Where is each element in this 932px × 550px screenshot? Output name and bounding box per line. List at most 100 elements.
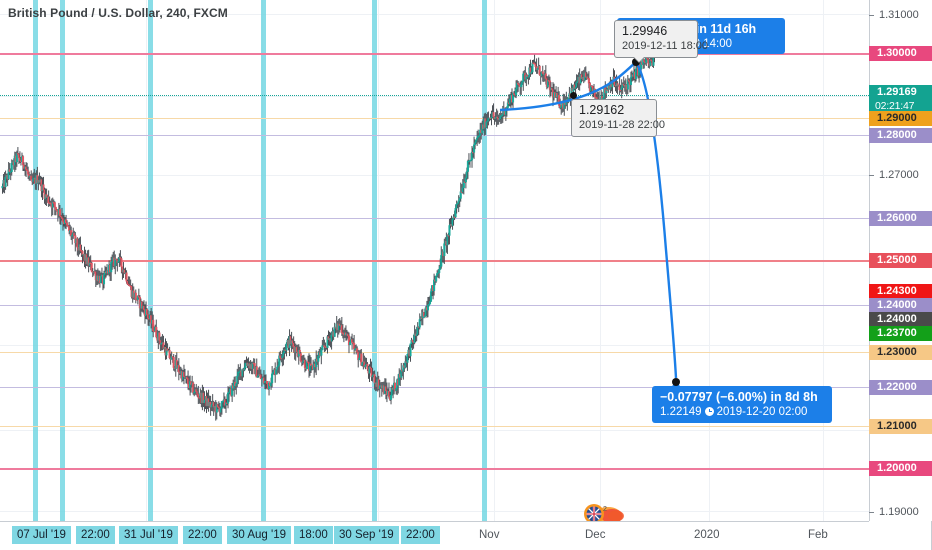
price-axis-label-1-29000[interactable]: 1.29000	[869, 111, 932, 126]
axis-tick-mark	[869, 291, 874, 292]
axis-tick-mark	[869, 53, 874, 54]
price-axis-label-text: 1.22000	[877, 381, 917, 393]
tooltip-time: 2019-11-28 22:00	[579, 119, 666, 131]
price-axis-label-1-24300[interactable]: 1.24300	[869, 284, 932, 299]
price-axis-label-1-24000[interactable]: 1.24000	[869, 312, 932, 327]
axis-tick-mark	[869, 352, 874, 353]
time-axis[interactable]: 07 Jul '19 22:00 31 Jul '19 22:00 30 Aug '19…	[0, 521, 932, 550]
measure-label-bottom[interactable]: −0.07797 (−6.00%) in 8d 8h 1.22149 2019-1…	[652, 386, 832, 423]
price-axis-label-text: 1.23700	[877, 327, 917, 339]
gridline-horizontal	[0, 345, 869, 346]
price-line-1-30000[interactable]	[0, 53, 869, 55]
price-axis-label-text: 1.27000	[879, 169, 919, 181]
gbp-flag-watermark-icon: 2	[584, 504, 624, 521]
axis-tick-mark	[869, 135, 874, 136]
price-axis-label-1-24000[interactable]: 1.24000	[869, 298, 932, 313]
axis-tick-mark	[869, 333, 874, 334]
gridline-horizontal	[0, 14, 869, 15]
axis-tick-mark	[869, 319, 874, 320]
price-axis-label-text: 1.19000	[879, 506, 919, 518]
price-line-1-22000[interactable]	[0, 387, 869, 388]
price-axis-label-1-28000[interactable]: 1.28000	[869, 128, 932, 143]
clock-icon	[704, 407, 714, 416]
price-axis-label-text: 1.23000	[877, 346, 917, 358]
price-axis-label-1-29169[interactable]: 1.29169	[869, 85, 932, 100]
price-line-1-25000[interactable]	[0, 260, 869, 262]
price-axis-label-text: 1.20000	[877, 462, 917, 474]
axis-tick-mark	[869, 15, 874, 16]
price-line-1-24000[interactable]	[0, 305, 869, 306]
time-axis-label[interactable]: 30 Sep '19	[334, 526, 399, 544]
price-axis-label-text: 1.29169	[877, 86, 917, 98]
axis-tick-mark	[869, 118, 874, 119]
gridline-horizontal	[0, 175, 869, 176]
price-axis-label-text: 1.31000	[879, 9, 919, 21]
tooltip-time: 2019-12-11 18:00	[622, 40, 709, 52]
measure-bottom-time: 2019-12-20 02:00	[716, 406, 808, 418]
price-axis-label-text: 1.28000	[877, 129, 917, 141]
time-axis-label[interactable]: 2020	[694, 529, 720, 541]
last-price-countdown: 02:21:47	[869, 100, 932, 113]
time-axis-label[interactable]: 18:00	[294, 526, 333, 544]
time-axis-label[interactable]: 22:00	[401, 526, 440, 544]
price-axis-label-text: 1.21000	[877, 420, 917, 432]
time-axis-label[interactable]: Dec	[585, 529, 606, 541]
price-line-1-26000[interactable]	[0, 218, 869, 219]
price-axis-label-1-21000[interactable]: 1.21000	[869, 419, 932, 434]
price-line-1-29169-last[interactable]	[0, 95, 869, 96]
price-axis-label-text: 1.24300	[877, 285, 917, 297]
price-line-1-21000[interactable]	[0, 426, 869, 427]
price-axis-label-text: 1.24000	[877, 313, 917, 325]
price-axis-label-text: 1.24000	[877, 299, 917, 311]
candlestick-series	[1, 47, 656, 421]
axis-tick-mark	[869, 175, 874, 176]
price-axis-label-1-30000[interactable]: 1.30000	[869, 46, 932, 61]
price-line-1-20000[interactable]	[0, 468, 869, 470]
time-axis-label[interactable]: Feb	[808, 529, 828, 541]
time-axis-label[interactable]: 31 Jul '19	[119, 526, 178, 544]
price-axis-label-1-23700[interactable]: 1.23700	[869, 326, 932, 341]
price-axis-label-1-25000[interactable]: 1.25000	[869, 253, 932, 268]
price-line-1-29000[interactable]	[0, 118, 869, 119]
price-axis-label-text: 1.25000	[877, 254, 917, 266]
gridline-horizontal	[0, 511, 869, 512]
price-axis-label-1-19000[interactable]: 1.19000	[869, 505, 932, 520]
time-axis-label[interactable]: Nov	[479, 529, 500, 541]
price-axis-label-text: 1.29000	[877, 112, 917, 124]
ohlc-tooltip-mid[interactable]: 1.29162 2019-11-28 22:00	[571, 99, 666, 137]
price-axis-label-1-23000[interactable]: 1.23000	[869, 345, 932, 360]
measure-anchor-bottom[interactable]	[672, 378, 680, 386]
tooltip-price: 1.29162	[579, 103, 625, 117]
axis-tick-mark	[869, 92, 874, 93]
time-axis-label[interactable]: 22:00	[76, 526, 115, 544]
price-axis-label-text: 1.30000	[877, 47, 917, 59]
measure-bottom-price: 1.22149	[660, 406, 702, 418]
price-axis-label-1-27000[interactable]: 1.27000	[869, 168, 932, 183]
price-axis-label-1-22000[interactable]: 1.22000	[869, 380, 932, 395]
time-axis-label[interactable]: 30 Aug '19	[227, 526, 291, 544]
price-axis-label-1-26000[interactable]: 1.26000	[869, 211, 932, 226]
ohlc-tooltip-top[interactable]: 1.29946 2019-12-11 18:00	[614, 20, 709, 63]
axis-tick-mark	[869, 218, 874, 219]
price-axis-label-text: 1.26000	[877, 212, 917, 224]
time-axis-label[interactable]: 07 Jul '19	[12, 526, 71, 544]
price-axis-label-1-20000[interactable]: 1.20000	[869, 461, 932, 476]
chart-plot-area[interactable]: %) in 11d 16h 2-10 14:00 −0.07797 (−6.00…	[0, 0, 869, 521]
chart-title: British Pound / U.S. Dollar, 240, FXCM	[8, 6, 228, 20]
measure-anchor-mid[interactable]	[570, 92, 577, 99]
axis-tick-mark	[869, 468, 874, 469]
axis-tick-mark	[869, 426, 874, 427]
time-axis-label[interactable]: 22:00	[183, 526, 222, 544]
axis-tick-mark	[869, 512, 874, 513]
tooltip-price: 1.29946	[622, 24, 668, 38]
gridline-horizontal	[0, 430, 869, 431]
price-line-1-23000[interactable]	[0, 352, 869, 353]
svg-text:2: 2	[603, 506, 607, 513]
price-line-1-28000[interactable]	[0, 135, 869, 136]
price-axis[interactable]: 1.31000 1.30000 1.29169 02:21:47 1.29000 1.28…	[869, 0, 932, 521]
price-axis-label-1-31000[interactable]: 1.31000	[869, 8, 932, 23]
tooltip-tail	[633, 57, 645, 63]
measure-bottom-line2: 1.22149 2019-12-20 02:00	[660, 405, 824, 419]
axis-tick-mark	[869, 305, 874, 306]
